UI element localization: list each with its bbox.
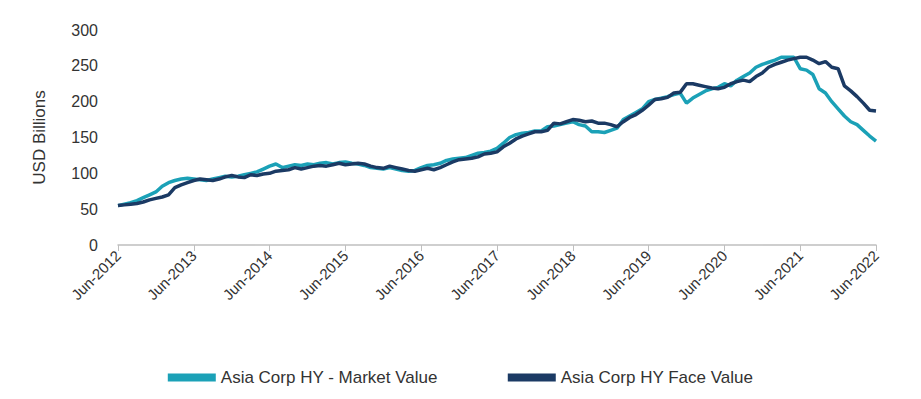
svg-text:300: 300: [71, 22, 98, 39]
svg-text:Jun-2018: Jun-2018: [523, 247, 579, 303]
svg-text:100: 100: [71, 165, 98, 182]
svg-text:250: 250: [71, 57, 98, 74]
svg-text:Jun-2013: Jun-2013: [144, 247, 200, 303]
svg-text:Jun-2017: Jun-2017: [447, 247, 503, 303]
svg-text:Jun-2016: Jun-2016: [371, 247, 427, 303]
svg-text:Jun-2019: Jun-2019: [598, 247, 654, 303]
svg-text:Jun-2012: Jun-2012: [68, 247, 124, 303]
svg-text:0: 0: [89, 237, 98, 254]
svg-text:Jun-2014: Jun-2014: [219, 247, 275, 303]
svg-text:Jun-2021: Jun-2021: [750, 247, 806, 303]
svg-text:50: 50: [80, 201, 98, 218]
svg-text:150: 150: [71, 129, 98, 146]
svg-text:Jun-2022: Jun-2022: [826, 247, 882, 303]
svg-text:Jun-2015: Jun-2015: [295, 247, 351, 303]
svg-text:USD Billions: USD Billions: [30, 90, 49, 184]
svg-text:Jun-2020: Jun-2020: [674, 247, 730, 303]
svg-text:Asia Corp HY - Market Value: Asia Corp HY - Market Value: [221, 368, 438, 387]
svg-text:Asia Corp HY Face Value: Asia Corp HY Face Value: [561, 368, 753, 387]
svg-text:200: 200: [71, 93, 98, 110]
